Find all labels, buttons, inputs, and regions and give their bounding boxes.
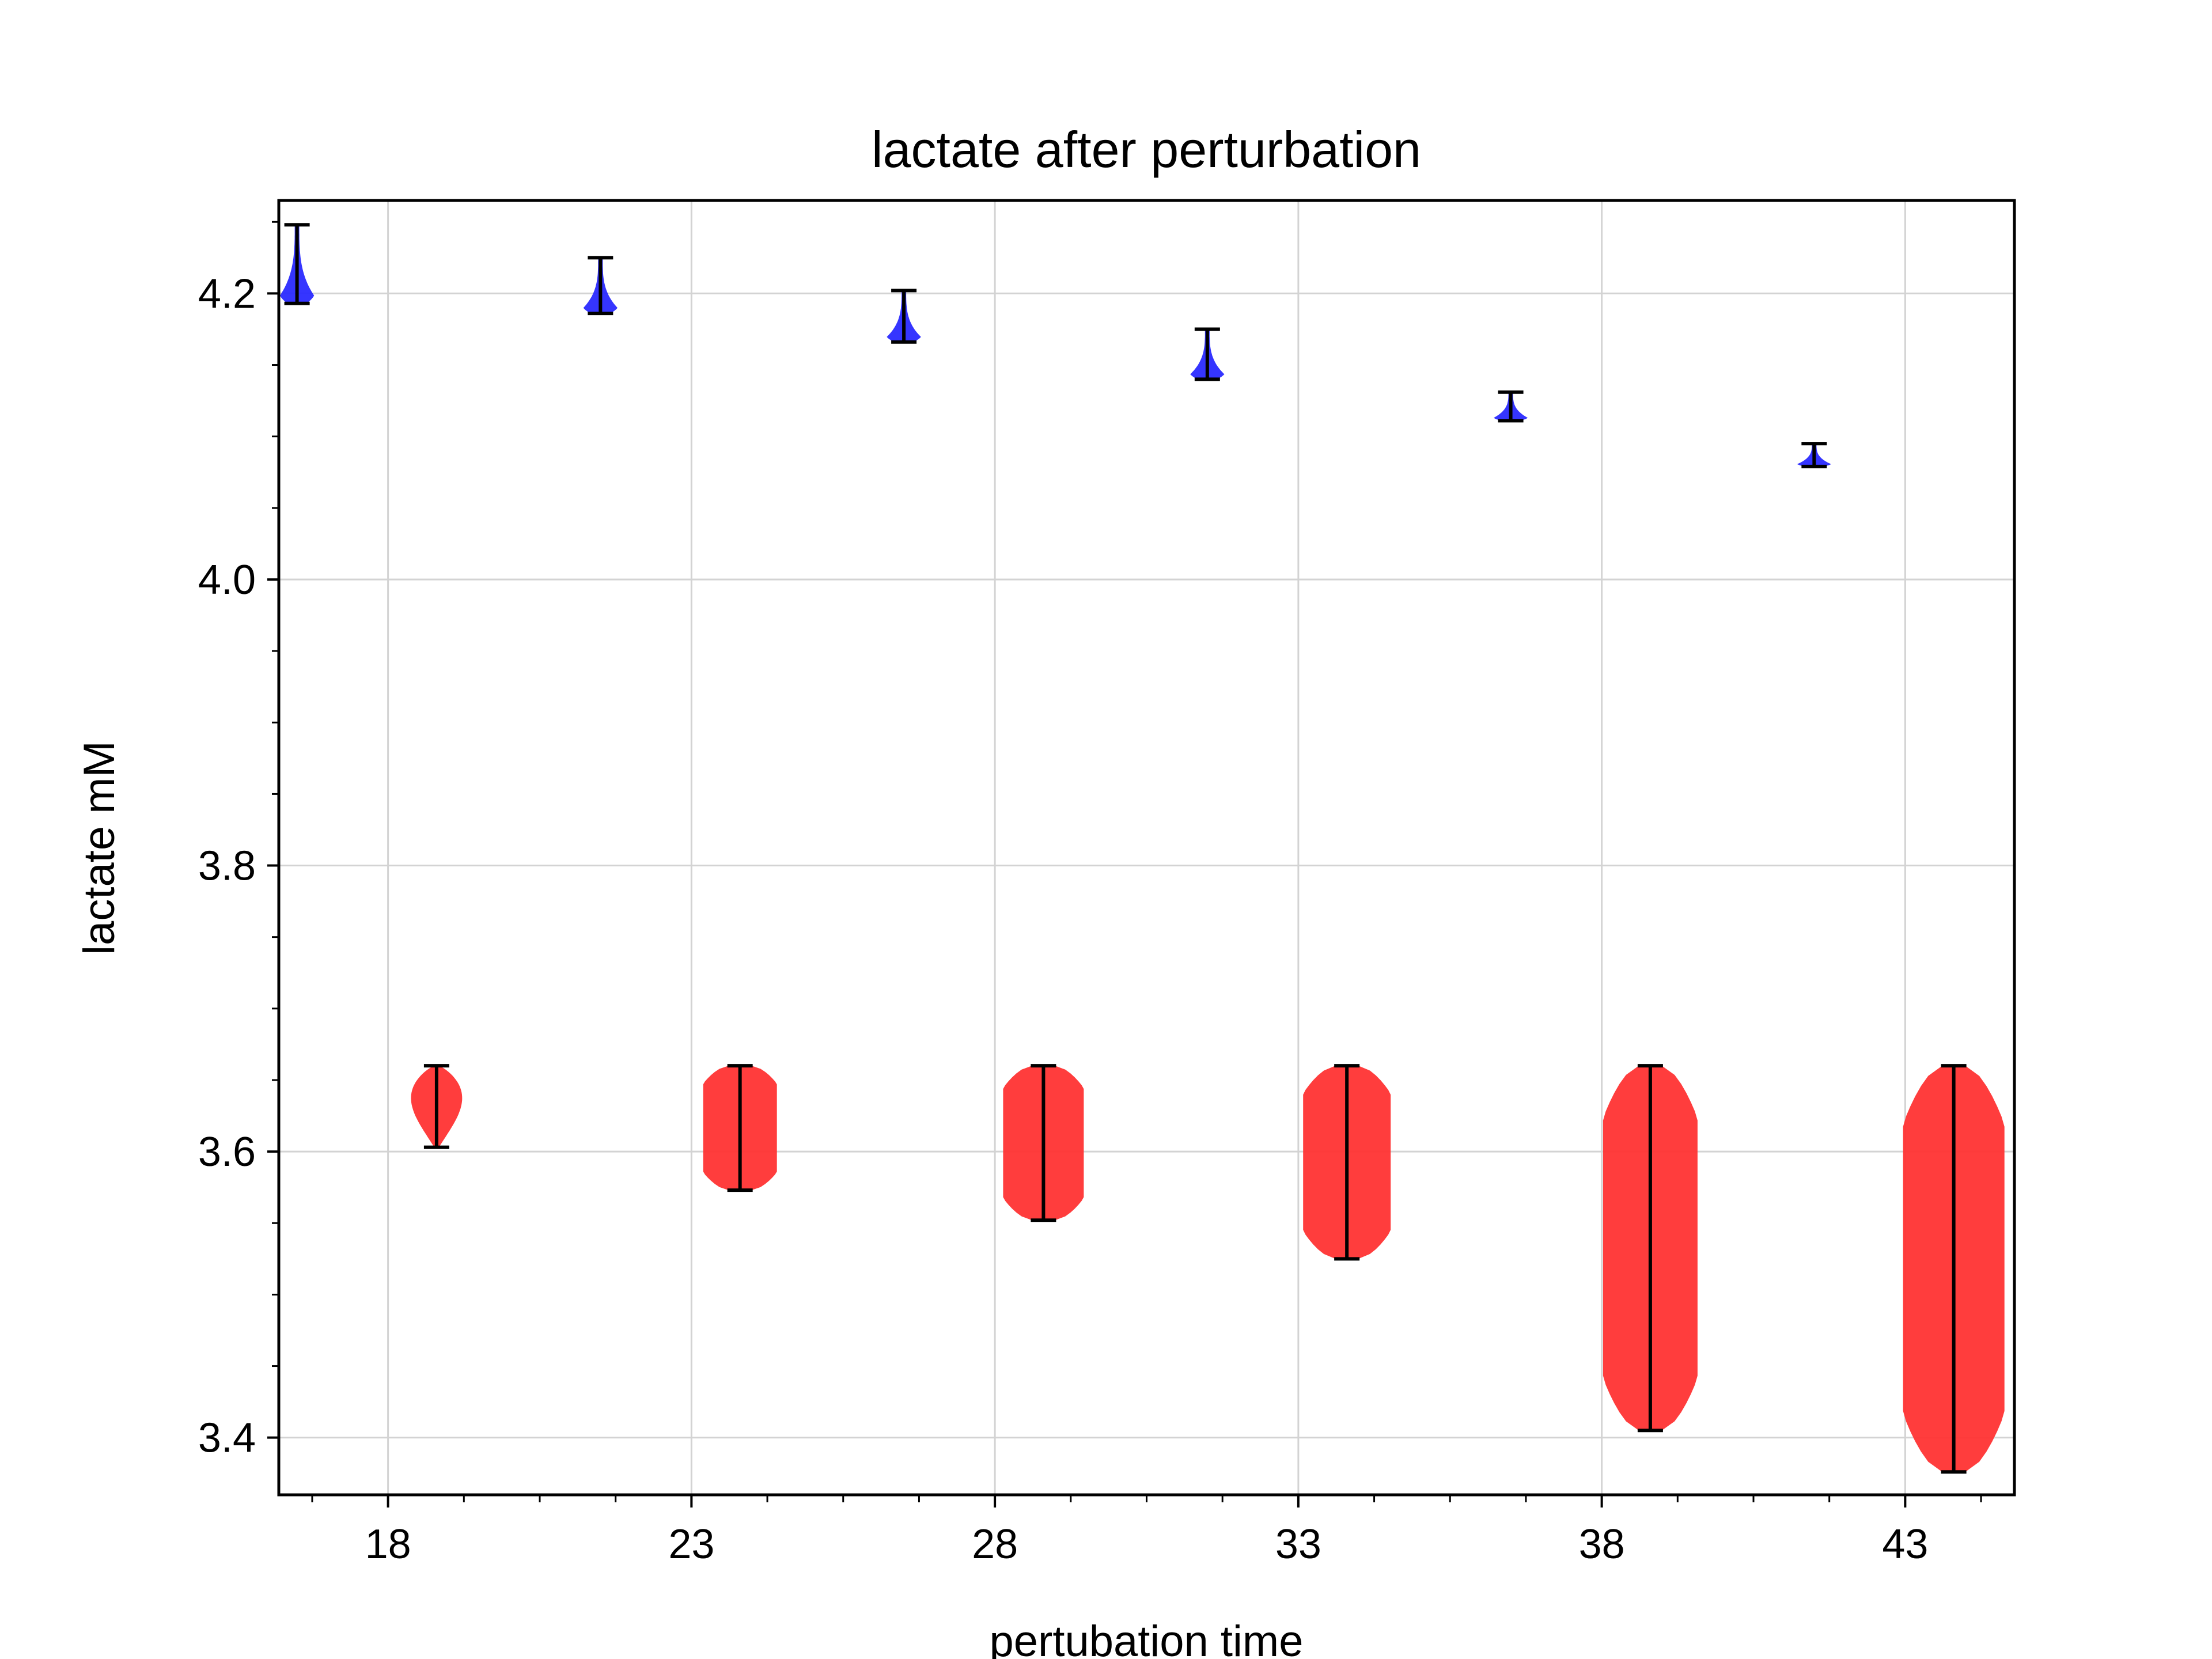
x-tick-label: 33 <box>1275 1521 1321 1567</box>
chart-title: lactate after perturbation <box>872 121 1421 178</box>
axis-ticks: 18 23 28 33 38 43 3.4 3.6 3.8 4.0 4.2 <box>198 221 1982 1567</box>
y-tick-label: 3.8 <box>198 843 256 889</box>
y-axis-label: lactate mM <box>75 741 124 955</box>
x-tick-label: 28 <box>972 1521 1018 1567</box>
x-tick-label: 43 <box>1882 1521 1928 1567</box>
x-axis-label: pertubation time <box>990 1617 1304 1659</box>
x-tick-label: 18 <box>365 1521 411 1567</box>
y-tick-label: 4.2 <box>198 271 256 317</box>
y-tick-label: 4.0 <box>198 557 256 603</box>
x-tick-label: 38 <box>1579 1521 1625 1567</box>
grid-lines <box>279 200 2014 1495</box>
y-tick-label: 3.4 <box>198 1415 256 1461</box>
x-tick-label: 23 <box>668 1521 714 1567</box>
plot-area-frame <box>277 199 2016 1497</box>
y-tick-label: 3.6 <box>198 1129 256 1175</box>
violins <box>279 223 2005 1474</box>
